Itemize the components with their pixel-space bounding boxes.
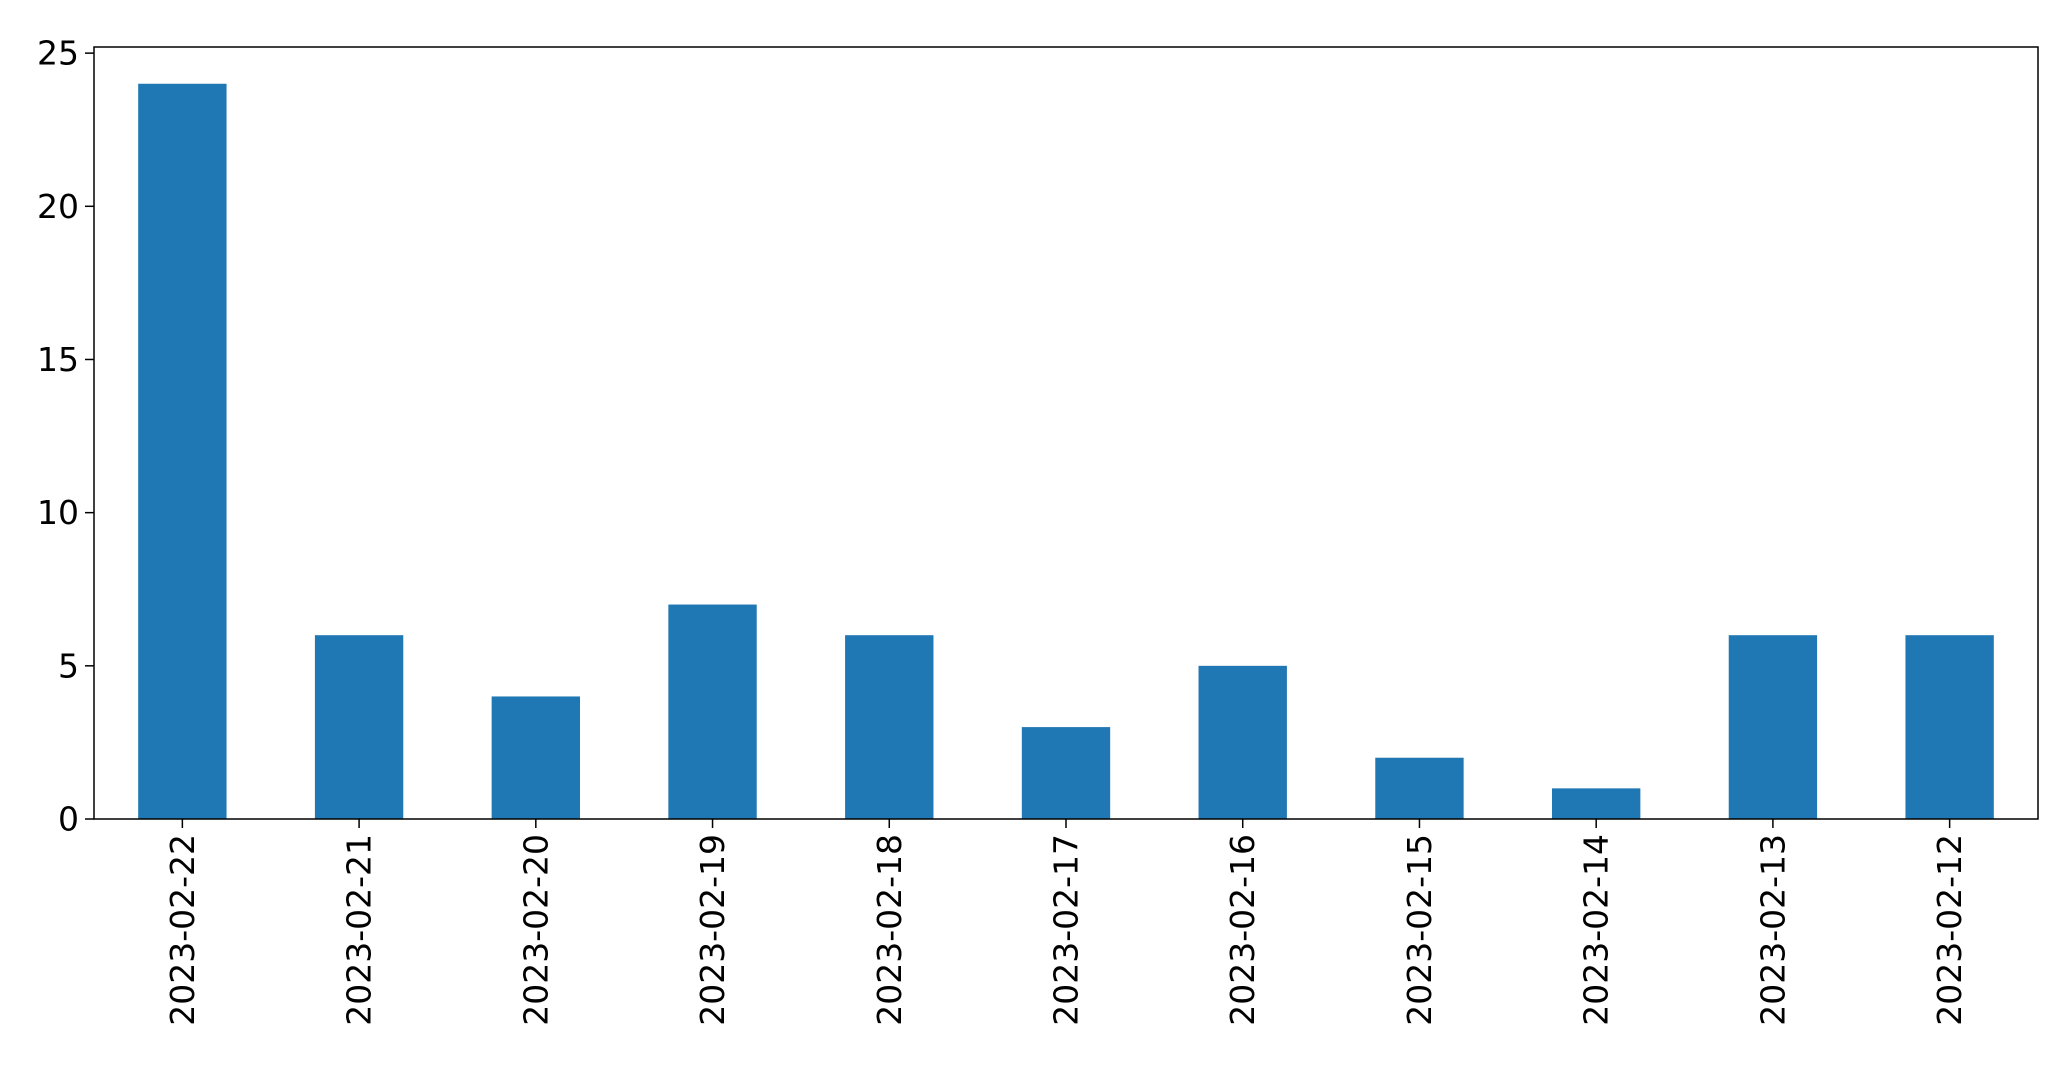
bar-2023-02-20 [491, 696, 580, 819]
bar-2023-02-19 [668, 604, 757, 819]
bars-group [138, 83, 1994, 819]
x-tick-label: 2023-02-15 [1400, 834, 1439, 1026]
y-tick-label: 0 [58, 800, 79, 839]
bar-2023-02-17 [1021, 727, 1111, 819]
axes-frame [93, 46, 2039, 820]
x-tick-label: 2023-02-14 [1577, 834, 1616, 1026]
bar-2023-02-16 [1198, 665, 1287, 819]
y-tick-label: 25 [37, 34, 79, 73]
x-axis: 2023-02-22 2023-02-21 2023-02-20 2023-02-19… [163, 819, 1969, 1026]
bar-2023-02-21 [314, 635, 404, 819]
x-tick-label: 2023-02-18 [870, 834, 909, 1026]
x-tick-label: 2023-02-20 [516, 834, 555, 1026]
y-tick-label: 20 [37, 187, 79, 226]
y-axis: 0 5 10 15 20 25 [37, 34, 94, 839]
x-tick-label: 2023-02-16 [1223, 834, 1262, 1026]
bar-2023-02-12 [1905, 635, 1994, 819]
x-tick-label: 2023-02-22 [163, 834, 202, 1026]
bar-2023-02-18 [845, 635, 934, 819]
y-tick-label: 10 [37, 493, 79, 532]
y-tick-label: 15 [37, 340, 79, 379]
bar-2023-02-15 [1375, 757, 1464, 819]
x-tick-label: 2023-02-12 [1930, 834, 1969, 1026]
bar-2023-02-13 [1728, 635, 1818, 819]
bar-2023-02-22 [138, 83, 227, 819]
x-tick-label: 2023-02-17 [1047, 834, 1086, 1026]
x-tick-label: 2023-02-13 [1753, 834, 1792, 1026]
y-tick-label: 5 [58, 646, 79, 685]
bar-2023-02-14 [1552, 788, 1641, 819]
x-tick-label: 2023-02-19 [693, 834, 732, 1026]
x-tick-label: 2023-02-21 [340, 834, 379, 1026]
